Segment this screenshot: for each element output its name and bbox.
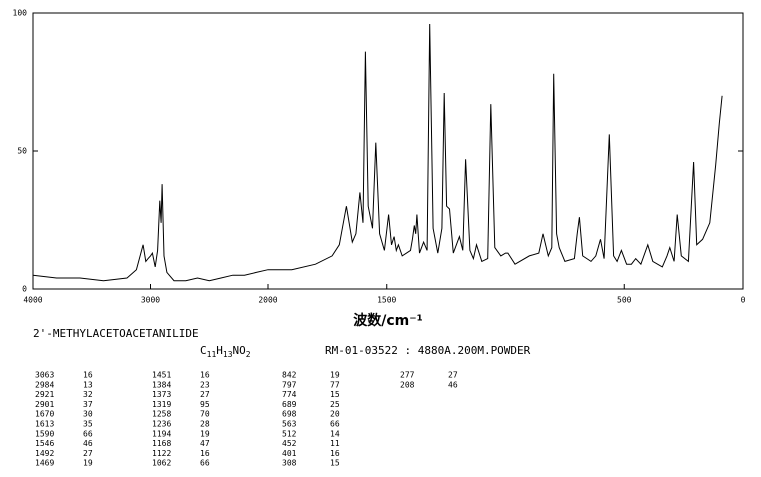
peak-intensity: 19: [330, 371, 340, 380]
peak-intensity: 25: [330, 400, 340, 409]
formula-sub: 13: [223, 350, 233, 359]
x-tick-label: 4000: [23, 296, 42, 305]
peak-wavenumber: 1546: [35, 439, 54, 448]
peak-intensity: 46: [83, 439, 93, 448]
peak-intensity: 66: [330, 420, 340, 429]
peak-wavenumber: 1258: [152, 410, 171, 419]
peak-intensity: 19: [83, 459, 93, 468]
peak-wavenumber: 1469: [35, 459, 54, 468]
peak-intensity: 16: [330, 449, 340, 458]
peak-intensity: 13: [83, 380, 93, 389]
peak-intensity: 47: [200, 439, 210, 448]
compound-name: 2'-METHYLACETOACETANILIDE: [33, 327, 199, 340]
peak-wavenumber: 797: [282, 380, 297, 389]
peak-wavenumber: 1194: [152, 429, 171, 438]
formula-sub: 2: [246, 350, 251, 359]
peak-wavenumber: 698: [282, 410, 297, 419]
spectrum-line: [32, 23, 723, 282]
peak-intensity: 37: [83, 400, 93, 409]
peak-wavenumber: 842: [282, 371, 297, 380]
x-tick-label: 0: [741, 296, 746, 305]
peak-wavenumber: 1613: [35, 420, 54, 429]
peak-intensity: 27: [83, 449, 93, 458]
plot-frame: [32, 12, 744, 290]
x-tick-label: 500: [617, 296, 632, 305]
peak-wavenumber: 1590: [35, 429, 54, 438]
peak-intensity: 27: [200, 390, 210, 399]
peak-intensity: 20: [330, 410, 340, 419]
x-tick-label: 3000: [141, 296, 160, 305]
y-tick-label: 0: [22, 285, 27, 294]
peak-wavenumber: 2984: [35, 380, 54, 389]
formula-sub: 11: [207, 350, 217, 359]
peak-intensity: 66: [200, 459, 210, 468]
peak-intensity: 77: [330, 380, 340, 389]
peak-intensity: 30: [83, 410, 93, 419]
peak-wavenumber: 308: [282, 459, 297, 468]
y-tick-label: 100: [13, 9, 28, 18]
peak-wavenumber: 208: [400, 380, 415, 389]
peak-intensity: 35: [83, 420, 93, 429]
formula-part: H: [216, 344, 223, 357]
peak-wavenumber: 3063: [35, 371, 54, 380]
formula-part: NO: [233, 344, 246, 357]
x-tick-label: 2000: [258, 296, 277, 305]
peak-wavenumber: 1062: [152, 459, 171, 468]
peak-intensity: 32: [83, 390, 93, 399]
peak-wavenumber: 1319: [152, 400, 171, 409]
peak-wavenumber: 1451: [152, 371, 171, 380]
peak-intensity: 27: [448, 371, 458, 380]
peak-wavenumber: 277: [400, 371, 415, 380]
peak-intensity: 16: [83, 371, 93, 380]
peak-wavenumber: 401: [282, 449, 297, 458]
peak-intensity: 16: [200, 371, 210, 380]
peak-intensity: 15: [330, 390, 340, 399]
x-axis-label: 波数/cm⁻¹: [353, 312, 423, 329]
peak-wavenumber: 774: [282, 390, 297, 399]
peak-intensity: 46: [448, 380, 458, 389]
y-tick-label: 50: [17, 147, 27, 156]
sample-info: RM-01-03522 : 4880A.200M.POWDER: [325, 344, 531, 357]
peak-wavenumber: 452: [282, 439, 297, 448]
peak-intensity: 14: [330, 429, 340, 438]
peak-intensity: 66: [83, 429, 93, 438]
peak-wavenumber: 512: [282, 429, 297, 438]
peak-wavenumber: 2921: [35, 390, 54, 399]
peak-wavenumber: 563: [282, 420, 297, 429]
peak-intensity: 23: [200, 380, 210, 389]
peak-wavenumber: 1122: [152, 449, 171, 458]
formula-part: C: [200, 344, 207, 357]
peak-intensity: 95: [200, 400, 210, 409]
peak-wavenumber: 689: [282, 400, 297, 409]
peak-wavenumber: 1168: [152, 439, 171, 448]
peak-wavenumber: 1236: [152, 420, 171, 429]
peak-intensity: 15: [330, 459, 340, 468]
formula: C11H13NO2: [200, 344, 251, 359]
peak-intensity: 70: [200, 410, 210, 419]
peak-wavenumber: 1492: [35, 449, 54, 458]
peak-wavenumber: 1384: [152, 380, 171, 389]
peak-wavenumber: 1373: [152, 390, 171, 399]
peak-intensity: 28: [200, 420, 210, 429]
x-tick-label: 1500: [377, 296, 396, 305]
peak-intensity: 11: [330, 439, 340, 448]
peak-wavenumber: 2901: [35, 400, 54, 409]
peak-intensity: 16: [200, 449, 210, 458]
peak-wavenumber: 1670: [35, 410, 54, 419]
peak-intensity: 19: [200, 429, 210, 438]
